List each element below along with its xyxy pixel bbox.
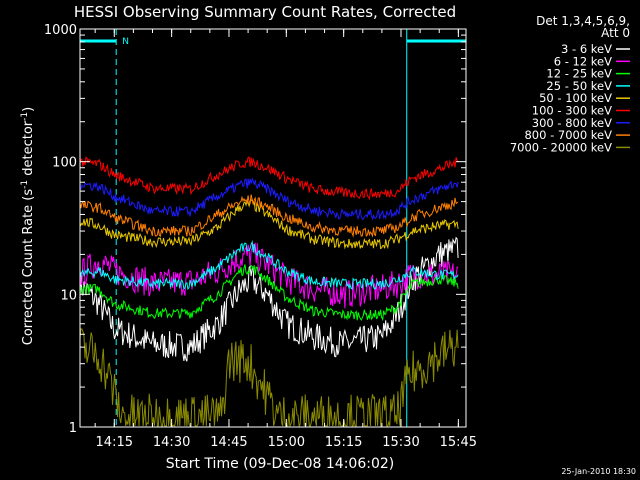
y-axis-label: Corrected Count Rate (s-1 detector-1) [20, 107, 36, 345]
x-tick-label: 15:45 [440, 435, 477, 450]
y-tick-label: 10 [60, 288, 77, 303]
series-line-6 [79, 177, 459, 221]
series-line-1 [79, 242, 459, 309]
x-tick-label: 15:00 [268, 435, 305, 450]
y-axis-label-sup2: -1 [20, 112, 30, 121]
x-tick-label: 14:30 [153, 435, 190, 450]
series-line-5 [79, 156, 459, 201]
legend-header-detectors: Det 1,3,4,5,6,9, [536, 14, 630, 28]
y-tick-label: 1000 [44, 23, 77, 38]
legend-entry-label: 300 - 800 keV [532, 116, 612, 130]
legend-entry-label: 100 - 300 keV [532, 104, 612, 118]
x-tick-label: 14:45 [210, 435, 247, 450]
legend-entry-label: 12 - 25 keV [546, 67, 612, 81]
x-tick-label: 15:30 [382, 435, 419, 450]
y-axis-label-sup1: -1 [20, 180, 30, 189]
y-axis-label-mid: detector [21, 120, 36, 180]
y-tick-label: 1 [69, 421, 77, 436]
y-tick-label: 100 [52, 156, 77, 171]
legend-entry-label: 6 - 12 keV [554, 54, 612, 68]
series-line-2 [79, 264, 459, 322]
plot-border [79, 28, 467, 428]
series-line-4 [79, 198, 459, 250]
legend-entry-label: 800 - 7000 keV [524, 128, 612, 142]
footer-date: 25-Jan-2010 18:30 [561, 467, 636, 476]
y-axis-label-main: Corrected Count Rate (s [21, 189, 36, 346]
series-line-3 [79, 240, 459, 291]
axis-ticks: 14:15 14:30 14:45 15:00 15:15 15:30 15:45 1 10 10… [44, 23, 477, 450]
x-axis-label: Start Time (09-Dec-08 14:06:02) [166, 456, 394, 472]
legend-entry-label: 25 - 50 keV [546, 79, 612, 93]
chart-title: HESSI Observing Summary Count Rates, Cor… [74, 3, 456, 21]
plot-series [79, 156, 459, 428]
night-marker-label: N [122, 37, 129, 47]
series-line-7 [79, 194, 459, 238]
series-line-8 [79, 328, 459, 428]
plot-frame [79, 28, 467, 428]
legend-header-attenuator: Att 0 [601, 26, 630, 40]
x-tick-label: 14:15 [96, 435, 133, 450]
y-axis-label-end: ) [21, 107, 36, 112]
legend-entry-label: 50 - 100 keV [539, 91, 612, 105]
legend-entry-label: 7000 - 20000 keV [510, 140, 612, 154]
x-tick-label: 15:15 [325, 435, 362, 450]
legend-entry-label: 3 - 6 keV [561, 42, 612, 56]
